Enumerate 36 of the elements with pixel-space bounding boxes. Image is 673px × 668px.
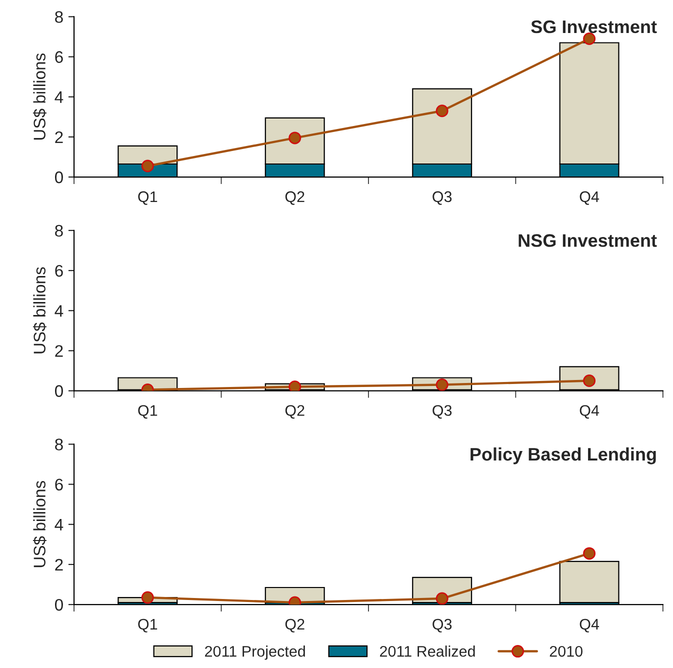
x-tick-label: Q4 (580, 405, 600, 419)
y-tick-label: 8 (55, 438, 63, 450)
legend-label: 2010 (550, 646, 582, 657)
y-tick-label: 4 (54, 518, 64, 530)
y-tick-label: 0 (54, 171, 63, 184)
y-tick-label: 2 (55, 345, 63, 357)
y-tick-label: 0 (54, 385, 63, 397)
x-tick-label: Q1 (138, 191, 158, 205)
y-tick-label: 2 (55, 558, 63, 570)
y-tick-label: 6 (55, 264, 63, 277)
y-tick-label: 0 (54, 598, 63, 611)
y-tick-label: 6 (55, 51, 63, 63)
x-tick-label: Q2 (285, 191, 304, 205)
x-tick-label: Q2 (285, 618, 304, 632)
x-tick-label: Q4 (580, 191, 600, 205)
x-tick-label: Q2 (285, 405, 304, 419)
y-axis-title: US$ billions (32, 267, 46, 354)
x-tick-label: Q3 (432, 191, 452, 205)
y-axis-title: US$ billions (32, 53, 46, 140)
y-axis-title: US$ billions (32, 480, 46, 568)
chart-title: NSG Investment (518, 234, 657, 247)
chart-title: Policy Based Lending (470, 447, 656, 464)
y-tick-label: 2 (55, 131, 63, 143)
y-tick-label: 4 (54, 305, 64, 317)
x-tick-label: Q1 (138, 618, 158, 632)
y-tick-label: 8 (55, 224, 63, 237)
y-tick-label: 4 (54, 91, 64, 103)
chart-title: SG Investment (531, 20, 657, 34)
x-tick-label: Q3 (432, 405, 452, 419)
legend-label: 2011 Realized (380, 646, 475, 657)
legend-label: 2011 Projected (205, 646, 305, 660)
x-tick-label: Q3 (432, 618, 452, 632)
y-tick-label: 8 (55, 11, 63, 23)
x-tick-label: Q4 (580, 618, 600, 632)
x-tick-label: Q1 (138, 405, 158, 419)
y-tick-label: 6 (55, 478, 63, 491)
